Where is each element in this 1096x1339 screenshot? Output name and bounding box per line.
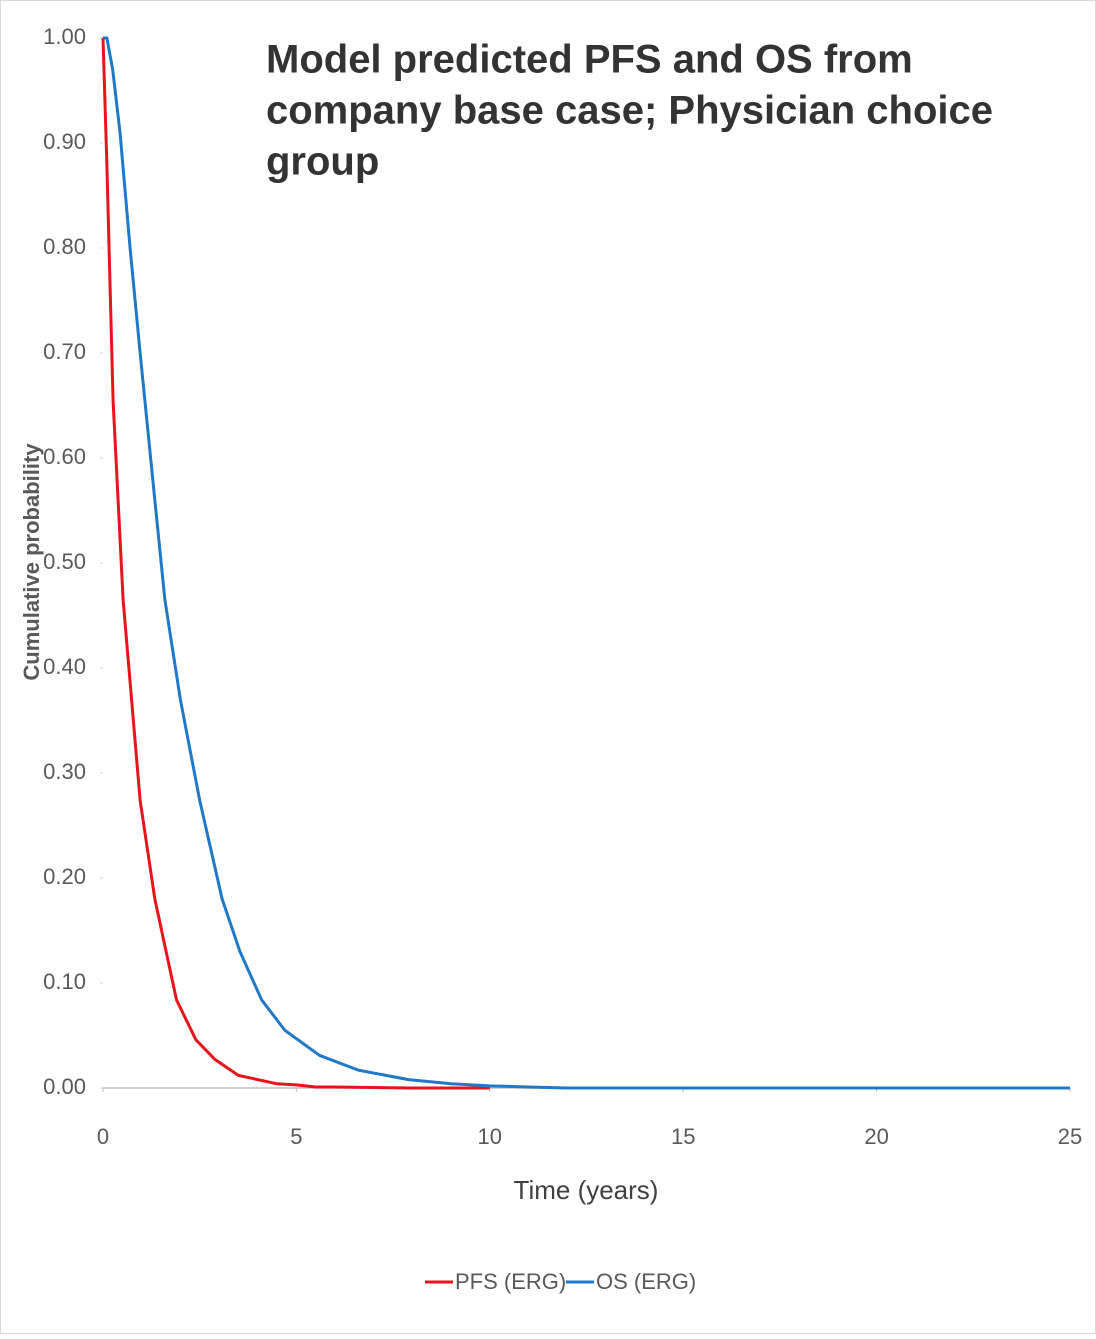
title-line: company base case; Physician choice [266, 89, 993, 133]
y-tick-label: 0.20 [43, 864, 86, 889]
x-axis-title: Time (years) [514, 1175, 659, 1205]
legend-label: OS (ERG) [596, 1269, 696, 1294]
y-axis-title: Cumulative probability [19, 443, 44, 681]
title-line: group [266, 140, 379, 184]
y-tick-label: 0.40 [43, 654, 86, 679]
legend-label: PFS (ERG) [455, 1269, 566, 1294]
x-tick-label: 25 [1058, 1124, 1082, 1149]
y-tick-label: 0.30 [43, 759, 86, 784]
x-tick-label: 15 [671, 1124, 695, 1149]
y-tick-label: 0.80 [43, 234, 86, 259]
y-tick-label: 0.70 [43, 339, 86, 364]
x-tick-label: 20 [864, 1124, 888, 1149]
series-line [103, 36, 1070, 1090]
chart-title: Model predicted PFS and OS from company b… [266, 38, 993, 184]
x-tick-label: 0 [97, 1124, 109, 1149]
x-tick-label: 5 [290, 1124, 302, 1149]
y-tick-label: 0.60 [43, 444, 86, 469]
y-tick-label: 0.50 [43, 549, 86, 574]
y-tick-label: 1.00 [43, 24, 86, 49]
y-tick-label: 0.00 [43, 1074, 86, 1099]
x-tick-label: 10 [478, 1124, 502, 1149]
y-tick-label: 0.10 [43, 969, 86, 994]
y-tick-label: 0.90 [43, 129, 86, 154]
series-line [101, 37, 490, 1090]
title-line: Model predicted PFS and OS from [266, 38, 913, 82]
